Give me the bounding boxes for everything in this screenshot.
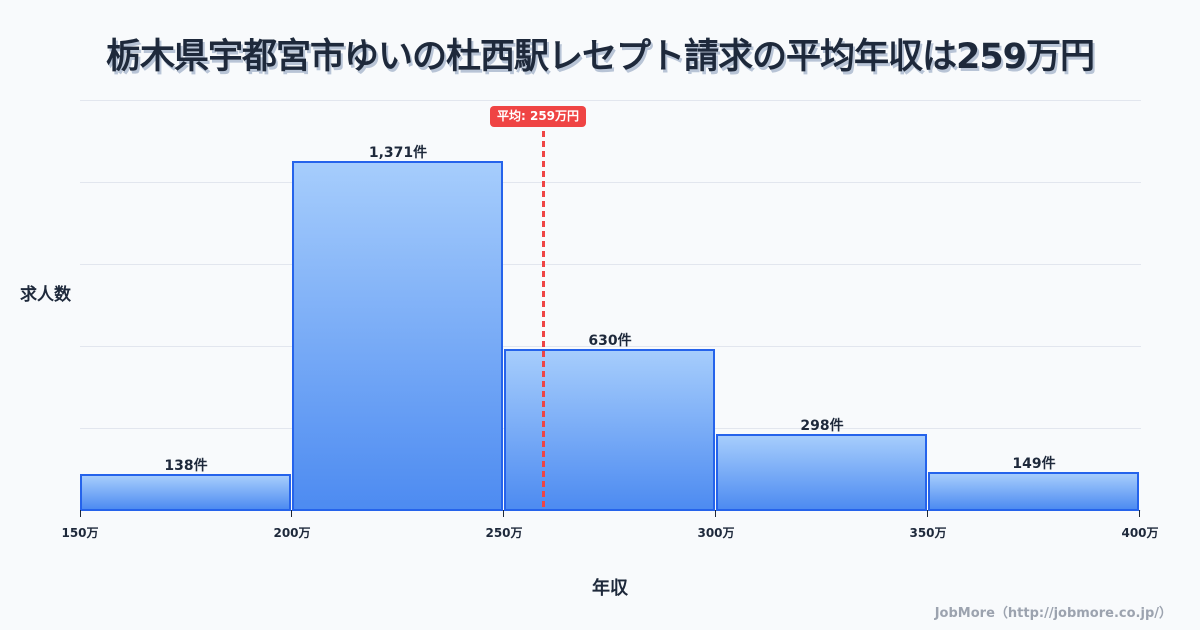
chart-title: 栃木県宇都宮市ゆいの杜西駅レセプト請求の平均年収は259万円: [105, 37, 1095, 77]
source-credit: JobMore（http://jobmore.co.jp/）: [934, 606, 1172, 621]
x-tick: [715, 510, 716, 517]
bar-300-350[interactable]: [716, 434, 927, 511]
x-tick: [80, 510, 81, 517]
bar-value-label: 1,371件: [368, 145, 428, 161]
gridline: [80, 264, 1141, 265]
gridline: [80, 346, 1141, 347]
bar-200-250[interactable]: [292, 161, 503, 511]
gridline: [80, 182, 1141, 183]
x-tick-label: 150万: [61, 526, 99, 540]
bar-value-label: 298件: [800, 418, 844, 434]
bar-value-label: 149件: [1012, 456, 1056, 472]
x-axis-label: 年収: [592, 578, 628, 599]
y-axis-label: 求人数: [20, 285, 71, 305]
mean-dashed-line: [542, 131, 545, 510]
bar-value-label: 138件: [164, 458, 208, 474]
bar-150-200[interactable]: [80, 474, 291, 511]
x-tick: [291, 510, 292, 517]
x-tick-label: 400万: [1121, 526, 1159, 540]
x-tick: [503, 510, 504, 517]
x-tick-label: 200万: [273, 526, 311, 540]
x-tick: [1139, 510, 1140, 517]
bar-value-label: 630件: [588, 333, 632, 349]
gridline: [80, 100, 1141, 101]
mean-badge: 平均: 259万円: [490, 106, 587, 127]
x-tick-label: 350万: [909, 526, 947, 540]
bar-350-400[interactable]: [928, 472, 1139, 511]
x-tick: [927, 510, 928, 517]
bar-250-300[interactable]: [504, 349, 715, 511]
x-tick-label: 250万: [485, 526, 523, 540]
x-tick-label: 300万: [697, 526, 735, 540]
